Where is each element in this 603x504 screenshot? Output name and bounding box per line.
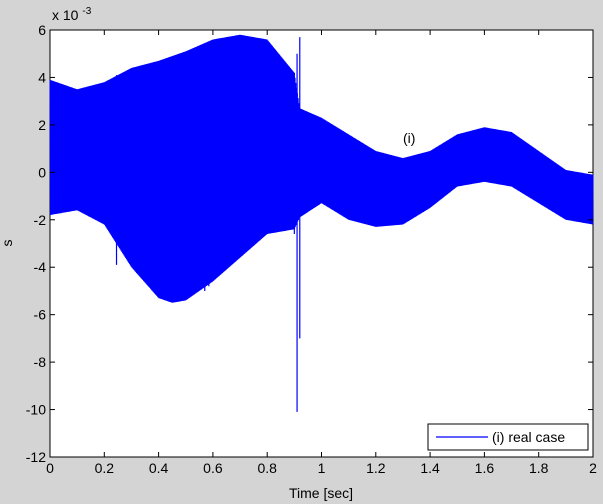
x-tick-label: 0 xyxy=(46,460,54,476)
y-exponent-label: x 10 -3 xyxy=(52,6,92,23)
y-tick-label: -12 xyxy=(26,449,46,465)
x-tick-label: 0.8 xyxy=(257,460,277,476)
y-axis-ticks: -12 -10 -8 -6 -4 -2 0 2 4 6 xyxy=(26,22,593,465)
y-tick-label: -10 xyxy=(26,402,46,418)
x-tick-label: 2 xyxy=(589,460,597,476)
x-axis-title: Time [sec] xyxy=(289,485,353,501)
x-tick-label: 1 xyxy=(318,460,326,476)
series-layer xyxy=(49,34,594,412)
y-tick-label: -2 xyxy=(34,212,47,228)
series-line xyxy=(49,34,594,303)
x-tick-label: 1.4 xyxy=(420,460,440,476)
x-axis-ticks: 0 0.2 0.4 0.6 0.8 1 1.2 1.4 1.6 1.8 2 xyxy=(46,30,597,476)
x-tick-label: 0.2 xyxy=(95,460,115,476)
y-exponent-base: x 10 xyxy=(52,7,79,23)
x-tick-label: 0.4 xyxy=(149,460,169,476)
legend: (i) real case xyxy=(427,423,589,451)
y-tick-label: 4 xyxy=(38,69,46,85)
x-tick-label: 1.6 xyxy=(475,460,495,476)
y-tick-label: -4 xyxy=(34,259,47,275)
y-exponent-power: -3 xyxy=(82,6,91,17)
y-axis-title: s xyxy=(0,240,15,247)
y-tick-label: -6 xyxy=(34,307,47,323)
y-tick-label: 6 xyxy=(38,22,46,38)
annotation-label: (i) xyxy=(403,130,415,146)
legend-entry-label: (i) real case xyxy=(492,429,565,445)
y-tick-label: -8 xyxy=(34,354,47,370)
x-tick-label: 0.6 xyxy=(203,460,223,476)
x-tick-label: 1.2 xyxy=(366,460,386,476)
y-tick-label: 2 xyxy=(38,117,46,133)
y-tick-label: 0 xyxy=(38,164,46,180)
x-tick-label: 1.8 xyxy=(529,460,549,476)
